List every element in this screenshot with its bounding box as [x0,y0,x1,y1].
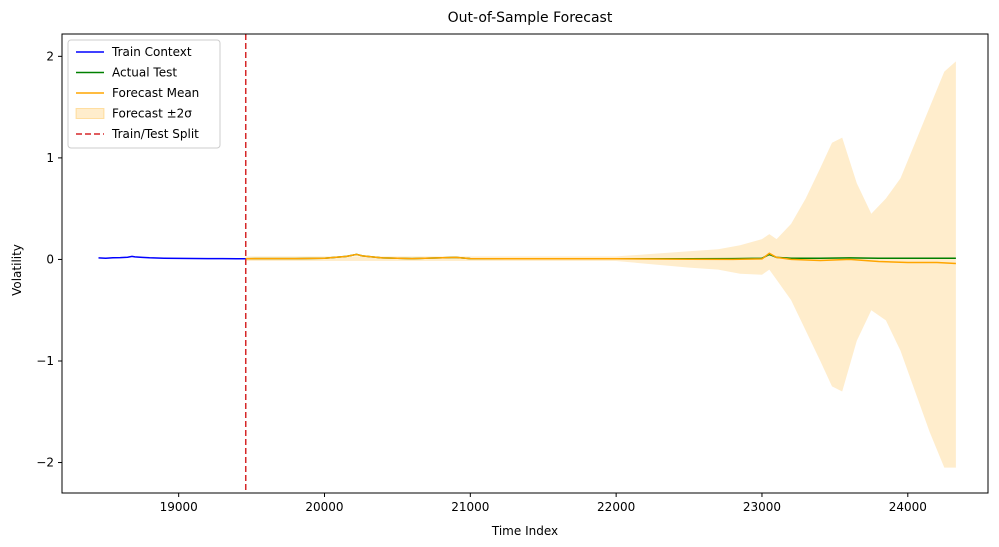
plot-frame [61,33,989,494]
x-tick-label: 23000 [743,500,781,514]
x-tick-label: 20000 [305,500,343,514]
y-tick-label: 0 [46,252,54,266]
chart-title: Out-of-Sample Forecast [448,10,613,26]
y-tick-label: −1 [36,354,54,368]
forecast-band [245,61,956,468]
legend: Train Context Actual Test Forecast Mean For… [67,39,221,149]
legend-entry: Actual Test [112,66,177,80]
band-layer [245,61,956,468]
x-tick-label: 22000 [597,500,635,514]
legend-swatch [75,108,105,119]
series-line-0 [98,255,246,260]
legend-box [67,39,221,149]
x-tick-label: 24000 [889,500,927,514]
x-tick-label: 19000 [160,500,198,514]
y-tick-label: −2 [36,456,54,470]
y-tick-label: 1 [46,151,54,165]
legend-entry: Train/Test Split [111,127,199,141]
y-axis-label: Volatility [10,244,24,296]
y-axis: −2 −1 0 1 2 [36,49,62,470]
legend-entry: Forecast ±2σ [112,107,192,121]
x-tick-label: 21000 [451,500,489,514]
series-layer [98,252,956,265]
x-axis-label: Time Index [491,524,558,538]
x-axis: 19000 20000 21000 22000 23000 24000 [160,493,927,514]
legend-entry: Forecast Mean [112,86,199,100]
series-line-2 [245,252,956,265]
legend-entry: Train Context [111,45,192,59]
y-tick-label: 2 [46,49,54,63]
